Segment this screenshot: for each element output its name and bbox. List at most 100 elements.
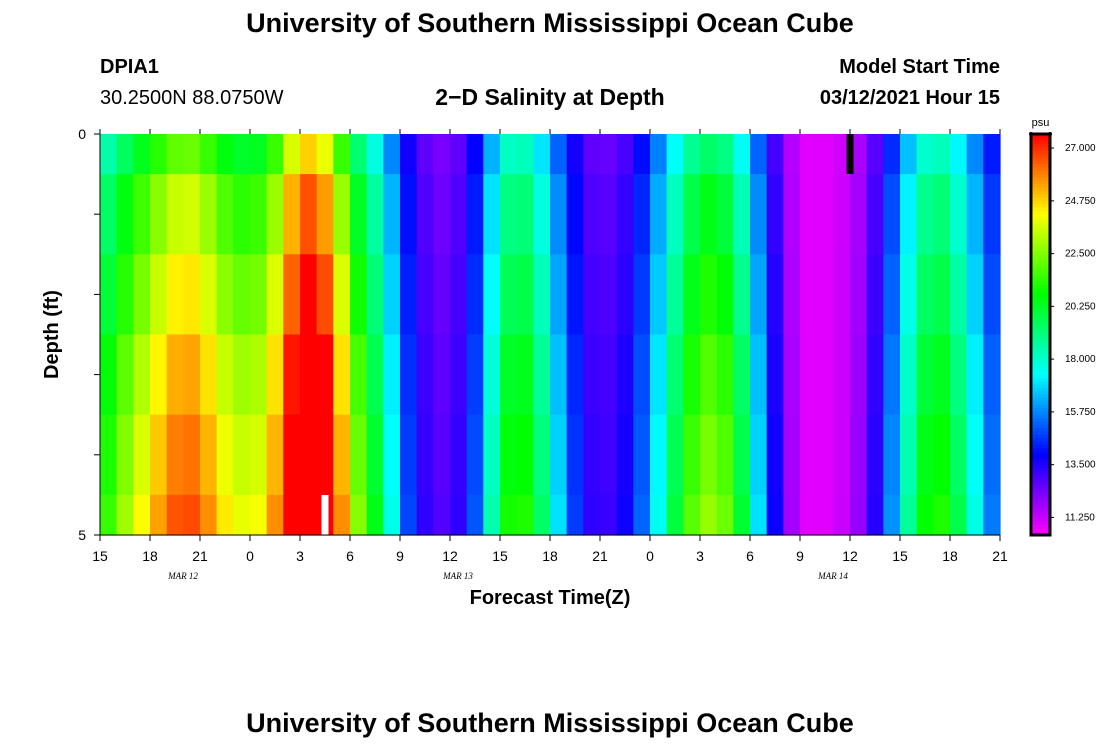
colorbar-tick-label: 27.000 [1065, 143, 1096, 154]
heatmap-cell [600, 134, 618, 175]
heatmap-cell [366, 174, 384, 255]
heatmap-cell [616, 414, 634, 496]
heatmap-cell [666, 134, 684, 175]
heatmap-cell [766, 134, 784, 175]
heatmap-cell [266, 494, 284, 536]
heatmap-cell [966, 254, 984, 336]
heatmap-cell [283, 254, 301, 336]
colorbar-corner [1048, 132, 1052, 136]
colorbar-band [1031, 464, 1050, 469]
heatmap-cell [766, 414, 784, 496]
colorbar-band [1031, 361, 1050, 366]
heatmap-cell [516, 414, 534, 496]
heatmap-cell [116, 254, 134, 336]
heatmap-cell [566, 334, 584, 416]
y-tick-label: 0 [78, 126, 86, 142]
heatmap-cell [533, 134, 551, 175]
heatmap-cell [783, 134, 801, 175]
heatmap-cell [783, 254, 801, 336]
colorbar-band [1031, 144, 1050, 148]
heatmap-cell [266, 254, 284, 336]
heatmap-cell [666, 174, 684, 255]
heatmap-cell [900, 174, 918, 255]
heatmap-cell [966, 334, 984, 416]
heatmap-cell [383, 494, 401, 536]
heatmap-cell [933, 134, 951, 175]
y-axis-label: Depth (ft) [41, 290, 63, 379]
heatmap-cell [100, 174, 118, 255]
colorbar-band [1031, 160, 1050, 165]
heatmap-cell [216, 174, 234, 255]
colorbar-unit: psu [1032, 117, 1050, 129]
colorbar-band [1031, 137, 1050, 142]
colorbar-tick-label: 24.750 [1065, 196, 1096, 207]
heatmap-cell [916, 134, 934, 175]
heatmap-cell [550, 494, 568, 536]
colorbar-band [1031, 471, 1050, 476]
colorbar-band [1031, 134, 1050, 138]
heatmap-cell [200, 494, 218, 536]
heatmap-cell [350, 494, 368, 536]
heatmap-cell [783, 414, 801, 496]
heatmap-cell [316, 254, 334, 336]
heatmap-cell [983, 414, 1001, 496]
colorbar-band [1031, 230, 1050, 235]
heatmap-cell [966, 174, 984, 255]
x-tick-label: 15 [92, 548, 108, 564]
heatmap-cell [833, 414, 851, 496]
chart-title: 2−D Salinity at Depth [435, 84, 665, 110]
heatmap-cell [333, 494, 351, 536]
colorbar-band [1031, 177, 1050, 182]
colorbar-band [1031, 408, 1050, 412]
heatmap-cell [266, 134, 284, 175]
heatmap-cell [900, 414, 918, 496]
colorbar-band [1031, 511, 1050, 516]
colorbar-band [1031, 394, 1050, 399]
heatmap-cell [883, 134, 901, 175]
colorbar-band [1031, 301, 1050, 306]
date-label: MAR 12 [167, 571, 198, 581]
colorbar-band [1031, 494, 1050, 499]
heatmap-cell [216, 494, 234, 536]
heatmap-cell [766, 174, 784, 255]
heatmap-cell [866, 494, 884, 536]
heatmap-cell [583, 414, 601, 496]
x-tick-label: 0 [246, 548, 254, 564]
heatmap-cell [633, 334, 651, 416]
heatmap-cell [100, 494, 118, 536]
heatmap-cell [350, 174, 368, 255]
colorbar-band [1031, 448, 1050, 453]
heatmap-cell [416, 494, 434, 536]
heatmap-cell [650, 494, 668, 536]
heatmap-cell [200, 174, 218, 255]
heatmap-cell [583, 254, 601, 336]
heatmap-cell [716, 414, 734, 496]
heatmap-cell [133, 414, 151, 496]
colorbar-tick-label: 11.250 [1065, 512, 1095, 523]
heatmap-cell [483, 414, 501, 496]
heatmap-cell [283, 334, 301, 416]
colorbar-band [1031, 260, 1050, 265]
x-tick-label: 18 [942, 548, 958, 564]
heatmap-cell [433, 254, 451, 336]
colorbar-band [1031, 297, 1050, 302]
heatmap-cell [666, 334, 684, 416]
heatmap-cell [516, 174, 534, 255]
heatmap-cell [133, 494, 151, 536]
heatmap-cell [150, 254, 168, 336]
x-tick-label: 3 [696, 548, 704, 564]
heatmap-cell [366, 134, 384, 175]
heatmap-cell [266, 414, 284, 496]
heatmap-cell [700, 134, 718, 175]
heatmap-cell [333, 254, 351, 336]
heatmap-cell [716, 254, 734, 336]
heatmap-cell [750, 254, 768, 336]
heatmap-cell [883, 174, 901, 255]
colorbar-band [1031, 281, 1050, 285]
heatmap-cell [300, 414, 318, 496]
heatmap-cell [666, 494, 684, 536]
heatmap-cell [700, 334, 718, 416]
colorbar-band [1031, 351, 1050, 356]
colorbar-band [1031, 438, 1050, 443]
colorbar-tick-label: 18.000 [1065, 354, 1096, 365]
